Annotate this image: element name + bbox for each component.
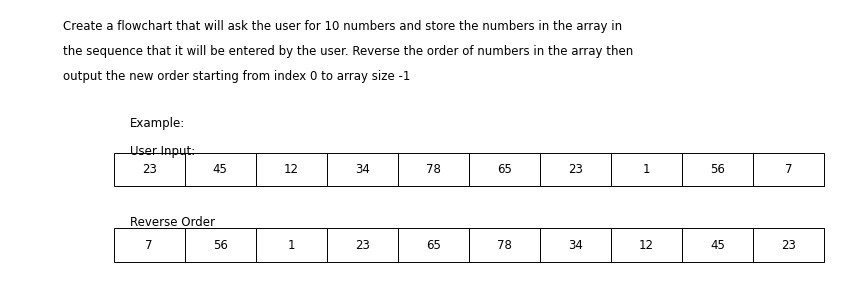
Text: 1: 1 <box>643 163 650 176</box>
Bar <box>185 153 256 186</box>
Text: 7: 7 <box>145 239 153 251</box>
Bar <box>326 153 398 186</box>
Bar <box>540 229 611 262</box>
Text: 78: 78 <box>497 239 512 251</box>
Text: Create a flowchart that will ask the user for 10 numbers and store the numbers i: Create a flowchart that will ask the use… <box>63 20 622 33</box>
Bar <box>398 153 469 186</box>
Bar <box>398 229 469 262</box>
Bar <box>754 229 824 262</box>
Text: output the new order starting from index 0 to array size -1: output the new order starting from index… <box>63 70 410 83</box>
Text: 23: 23 <box>568 163 583 176</box>
Bar <box>185 229 256 262</box>
Text: User Input:: User Input: <box>130 145 196 158</box>
Text: Reverse Order: Reverse Order <box>130 216 215 229</box>
Text: 23: 23 <box>141 163 156 176</box>
Bar <box>256 229 326 262</box>
Text: 12: 12 <box>639 239 654 251</box>
Bar <box>611 229 682 262</box>
Text: 34: 34 <box>568 239 583 251</box>
Bar <box>682 153 753 186</box>
Text: the sequence that it will be entered by the user. Reverse the order of numbers i: the sequence that it will be entered by … <box>63 45 633 58</box>
Bar <box>682 229 753 262</box>
Text: 7: 7 <box>785 163 792 176</box>
Bar <box>611 153 682 186</box>
Text: 34: 34 <box>355 163 370 176</box>
Bar <box>469 229 540 262</box>
Text: 56: 56 <box>710 163 725 176</box>
Text: 1: 1 <box>288 239 295 251</box>
Text: 65: 65 <box>497 163 512 176</box>
Text: 65: 65 <box>426 239 441 251</box>
Text: 45: 45 <box>710 239 725 251</box>
Text: 45: 45 <box>213 163 228 176</box>
Bar <box>114 229 185 262</box>
Bar <box>326 229 398 262</box>
Text: 56: 56 <box>213 239 228 251</box>
Bar <box>754 153 824 186</box>
Text: 23: 23 <box>355 239 370 251</box>
Text: Example:: Example: <box>130 117 186 130</box>
Bar <box>540 153 611 186</box>
Bar <box>469 153 540 186</box>
Bar <box>256 153 326 186</box>
Text: 12: 12 <box>283 163 299 176</box>
Text: 23: 23 <box>781 239 796 251</box>
Text: 78: 78 <box>426 163 441 176</box>
Bar <box>114 153 185 186</box>
